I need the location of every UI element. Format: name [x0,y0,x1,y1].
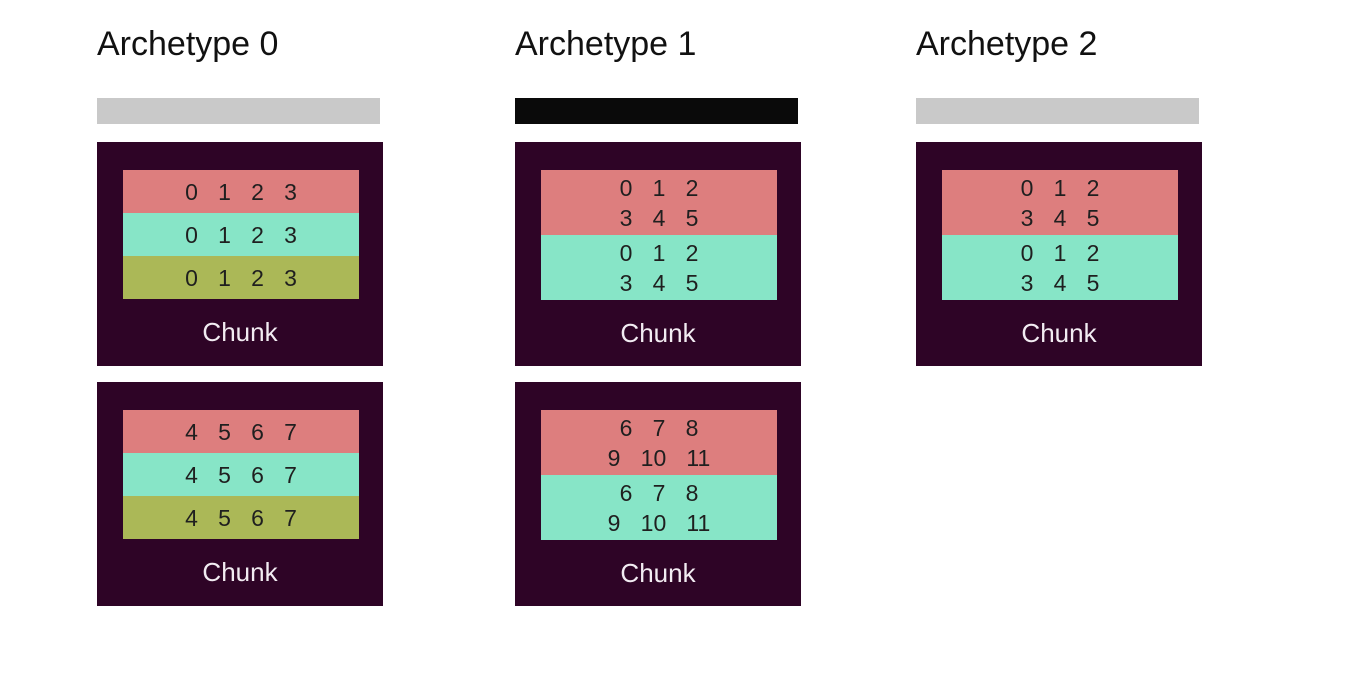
archetype-column-1: Archetype 1 0 1 2 3 4 5 0 1 2 3 4 5 Chun… [515,0,801,688]
chunk-label: Chunk [202,557,278,587]
component-bands: 0 1 2 3 0 1 2 3 0 1 2 3 [123,170,359,299]
archetype-title: Archetype 2 [916,25,1098,63]
chunk-label: Chunk [620,557,696,588]
band-values: 6 7 8 9 10 11 [607,414,711,471]
component-band-mint: 0 1 2 3 4 5 [942,235,1178,300]
band-values: 0 1 2 3 [185,221,297,248]
archetype-title: Archetype 0 [97,25,279,63]
band-values: 4 5 6 7 [185,461,297,488]
component-bands: 6 7 8 9 10 11 6 7 8 9 10 11 [541,410,777,540]
band-values: 6 7 8 9 10 11 [607,479,711,536]
component-band-mint: 0 1 2 3 [123,213,359,256]
component-band-salmon: 0 1 2 3 4 5 [541,170,777,235]
band-values: 0 1 2 3 [185,178,297,205]
chunk-box: 0 1 2 3 4 5 0 1 2 3 4 5 Chunk [515,142,801,366]
memory-bar [916,98,1199,124]
chunk-box: 0 1 2 3 0 1 2 3 0 1 2 3 Chunk [97,142,383,366]
component-band-salmon: 6 7 8 9 10 11 [541,410,777,475]
component-band-mint: 0 1 2 3 4 5 [541,235,777,300]
component-band-mint: 6 7 8 9 10 11 [541,475,777,540]
component-bands: 0 1 2 3 4 5 0 1 2 3 4 5 [541,170,777,300]
component-band-olive: 4 5 6 7 [123,496,359,539]
component-band-olive: 0 1 2 3 [123,256,359,299]
component-band-salmon: 0 1 2 3 [123,170,359,213]
component-band-salmon: 4 5 6 7 [123,410,359,453]
band-values: 0 1 2 3 4 5 [1020,239,1100,296]
memory-bar [515,98,798,124]
component-band-mint: 4 5 6 7 [123,453,359,496]
band-values: 4 5 6 7 [185,504,297,531]
band-values: 4 5 6 7 [185,418,297,445]
memory-bar [97,98,380,124]
chunk-label: Chunk [620,317,696,348]
component-bands: 0 1 2 3 4 5 0 1 2 3 4 5 [942,170,1178,300]
band-values: 0 1 2 3 [185,264,297,291]
chunk-box: 6 7 8 9 10 11 6 7 8 9 10 11 Chunk [515,382,801,606]
band-values: 0 1 2 3 4 5 [619,239,699,296]
band-values: 0 1 2 3 4 5 [619,174,699,231]
archetype-column-2: Archetype 2 0 1 2 3 4 5 0 1 2 3 4 5 Chun… [916,0,1202,688]
chunk-label: Chunk [1021,317,1097,348]
chunk-label: Chunk [202,317,278,347]
chunk-box: 0 1 2 3 4 5 0 1 2 3 4 5 Chunk [916,142,1202,366]
chunk-box: 4 5 6 7 4 5 6 7 4 5 6 7 Chunk [97,382,383,606]
band-values: 0 1 2 3 4 5 [1020,174,1100,231]
component-bands: 4 5 6 7 4 5 6 7 4 5 6 7 [123,410,359,539]
archetype-title: Archetype 1 [515,25,697,63]
component-band-salmon: 0 1 2 3 4 5 [942,170,1178,235]
archetype-column-0: Archetype 0 0 1 2 3 0 1 2 3 0 1 2 3 Chun… [97,0,383,688]
